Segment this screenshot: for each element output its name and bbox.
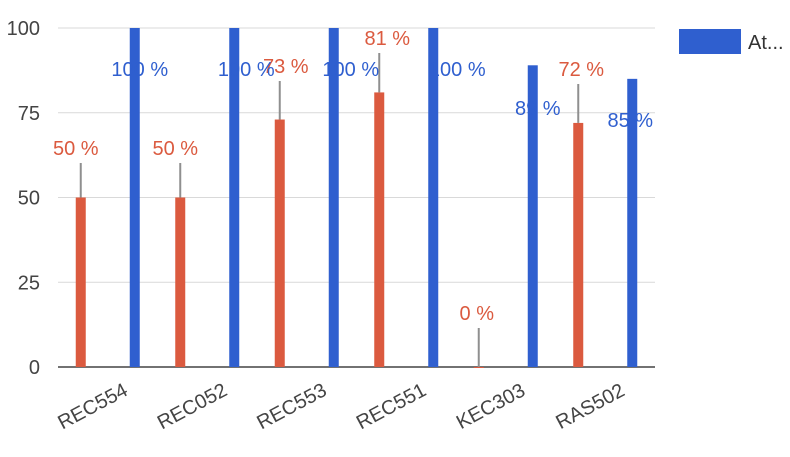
data-label: 100 %: [111, 59, 168, 81]
grid-layer: [58, 27, 655, 368]
x-tick-label: KEC303: [453, 380, 529, 434]
x-tick-label: RAS502: [552, 380, 628, 434]
y-tick-label: 25: [18, 272, 40, 294]
x-axis: REC554 REC052 REC553 REC551 KEC303 RAS502: [54, 379, 628, 434]
bar-series-1: [274, 119, 285, 367]
bar-series-2: [328, 28, 339, 367]
y-axis: 0 25 50 75 100: [7, 18, 40, 379]
x-tick-label: REC553: [253, 379, 330, 434]
y-tick-label: 50: [18, 188, 40, 210]
bar-series-2: [527, 65, 538, 367]
bars-layer: [75, 28, 638, 368]
data-label: 50 %: [152, 138, 198, 160]
bar-series-2: [428, 28, 439, 367]
data-label: 0 %: [460, 303, 495, 325]
bar-series-2: [229, 28, 240, 367]
data-label: 73 %: [263, 56, 309, 78]
bar-series-1: [573, 122, 584, 367]
data-label: 100 %: [429, 59, 486, 81]
bar-series-2: [627, 78, 638, 367]
data-label: 85 %: [607, 110, 653, 132]
data-label: 100 %: [322, 59, 379, 81]
y-tick-label: 100: [7, 18, 40, 40]
bar-series-2: [129, 28, 140, 367]
bar-series-1: [175, 197, 186, 367]
data-label: 50 %: [53, 138, 99, 160]
bar-series-1: [374, 92, 385, 367]
y-tick-label: 75: [18, 103, 40, 125]
bar-series-1: [473, 367, 484, 368]
data-label: 81 %: [364, 28, 410, 50]
y-tick-label: 0: [29, 357, 40, 379]
bar-series-1: [75, 197, 86, 367]
data-label: 89 %: [515, 98, 561, 120]
data-labels-layer: 50 % 50 % 73 % 81 % 0 % 72 % 100 % 100 % 100 % 10…: [53, 28, 653, 367]
data-label: 72 %: [558, 59, 604, 81]
legend: At...: [679, 29, 784, 54]
legend-swatch: [679, 29, 741, 54]
legend-label: At...: [748, 32, 784, 54]
x-tick-label: REC052: [154, 379, 231, 434]
x-tick-label: REC551: [353, 379, 430, 434]
data-label: 100 %: [218, 59, 275, 81]
x-tick-label: REC554: [54, 379, 131, 434]
